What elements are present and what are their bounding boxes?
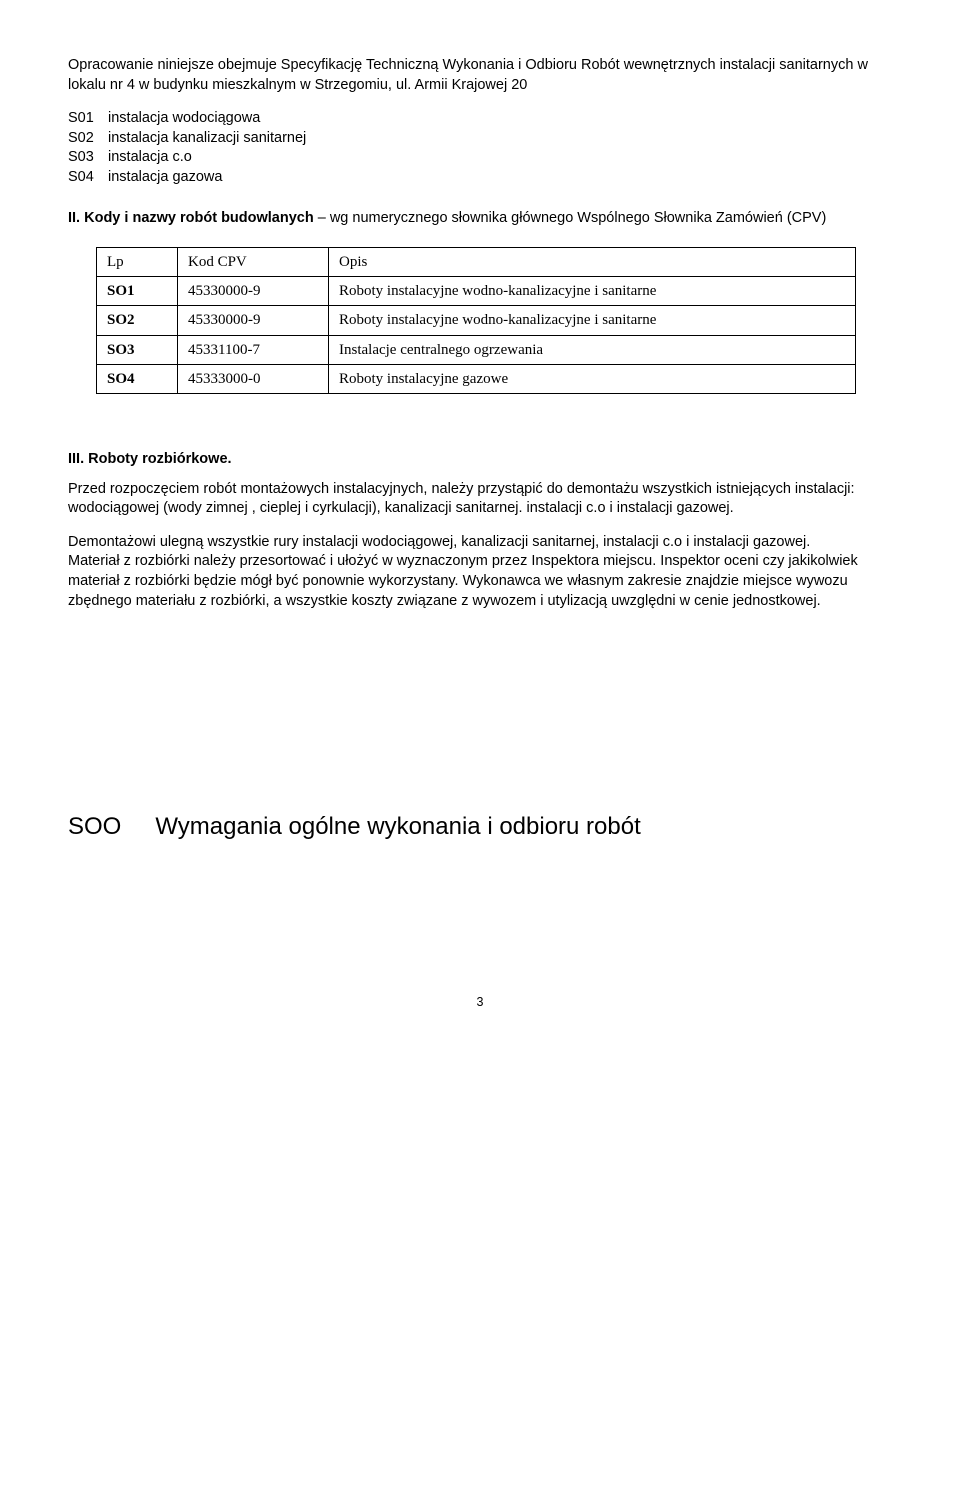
td-kod: 45330000-9 xyxy=(178,277,329,306)
td-opis: Instalacje centralnego ogrzewania xyxy=(329,335,856,364)
td-lp: SO2 xyxy=(97,306,178,335)
s-list-item: S02 instalacja kanalizacji sanitarnej xyxy=(68,129,892,149)
s-list-code: S03 xyxy=(68,148,108,168)
section2-num: II. xyxy=(68,210,80,226)
section3: III. Roboty rozbiórkowe. Przed rozpoczęc… xyxy=(68,450,892,611)
table-row: SO4 45333000-0 Roboty instalacyjne gazow… xyxy=(97,364,856,393)
td-lp: SO4 xyxy=(97,364,178,393)
td-kod: 45333000-0 xyxy=(178,364,329,393)
s-list-item: S03 instalacja c.o xyxy=(68,148,892,168)
soo-code: SOO xyxy=(68,811,121,843)
td-kod: 45330000-9 xyxy=(178,306,329,335)
section3-p1: Przed rozpoczęciem robót montażowych ins… xyxy=(68,480,892,519)
section2-bold: Kody i nazwy robót budowlanych xyxy=(84,210,314,226)
section3-title: III. Roboty rozbiórkowe. xyxy=(68,450,892,470)
s-list-text: instalacja gazowa xyxy=(108,168,222,188)
td-opis: Roboty instalacyjne wodno-kanalizacyjne … xyxy=(329,306,856,335)
s-list-code: S04 xyxy=(68,168,108,188)
td-lp: SO3 xyxy=(97,335,178,364)
section3-p3: Materiał z rozbiórki należy przesortować… xyxy=(68,552,892,611)
table-row: SO3 45331100-7 Instalacje centralnego og… xyxy=(97,335,856,364)
table-row: SO1 45330000-9 Roboty instalacyjne wodno… xyxy=(97,277,856,306)
th-opis: Opis xyxy=(329,247,856,276)
s-list-item: S01 instalacja wodociągowa xyxy=(68,109,892,129)
td-opis: Roboty instalacyjne gazowe xyxy=(329,364,856,393)
s-list-code: S01 xyxy=(68,109,108,129)
s-list-code: S02 xyxy=(68,129,108,149)
section2-rest: – wg numerycznego słownika głównego Wspó… xyxy=(314,210,827,226)
th-lp: Lp xyxy=(97,247,178,276)
td-lp: SO1 xyxy=(97,277,178,306)
section2-heading: II. Kody i nazwy robót budowlanych – wg … xyxy=(68,209,892,229)
s-list-item: S04 instalacja gazowa xyxy=(68,168,892,188)
s-list-text: instalacja kanalizacji sanitarnej xyxy=(108,129,306,149)
td-opis: Roboty instalacyjne wodno-kanalizacyjne … xyxy=(329,277,856,306)
soo-heading: SOO Wymagania ogólne wykonania i odbioru … xyxy=(68,811,892,843)
s-list-text: instalacja wodociągowa xyxy=(108,109,260,129)
table-header-row: Lp Kod CPV Opis xyxy=(97,247,856,276)
soo-title: Wymagania ogólne wykonania i odbioru rob… xyxy=(155,813,640,840)
intro-paragraph: Opracowanie niniejsze obejmuje Specyfika… xyxy=(68,56,892,95)
td-kod: 45331100-7 xyxy=(178,335,329,364)
th-kod: Kod CPV xyxy=(178,247,329,276)
s-list-text: instalacja c.o xyxy=(108,148,192,168)
table-row: SO2 45330000-9 Roboty instalacyjne wodno… xyxy=(97,306,856,335)
s-list: S01 instalacja wodociągowa S02 instalacj… xyxy=(68,109,892,187)
page-number: 3 xyxy=(68,994,892,1011)
cpv-table: Lp Kod CPV Opis SO1 45330000-9 Roboty in… xyxy=(96,247,856,394)
section3-p2: Demontażowi ulegną wszystkie rury instal… xyxy=(68,533,892,553)
